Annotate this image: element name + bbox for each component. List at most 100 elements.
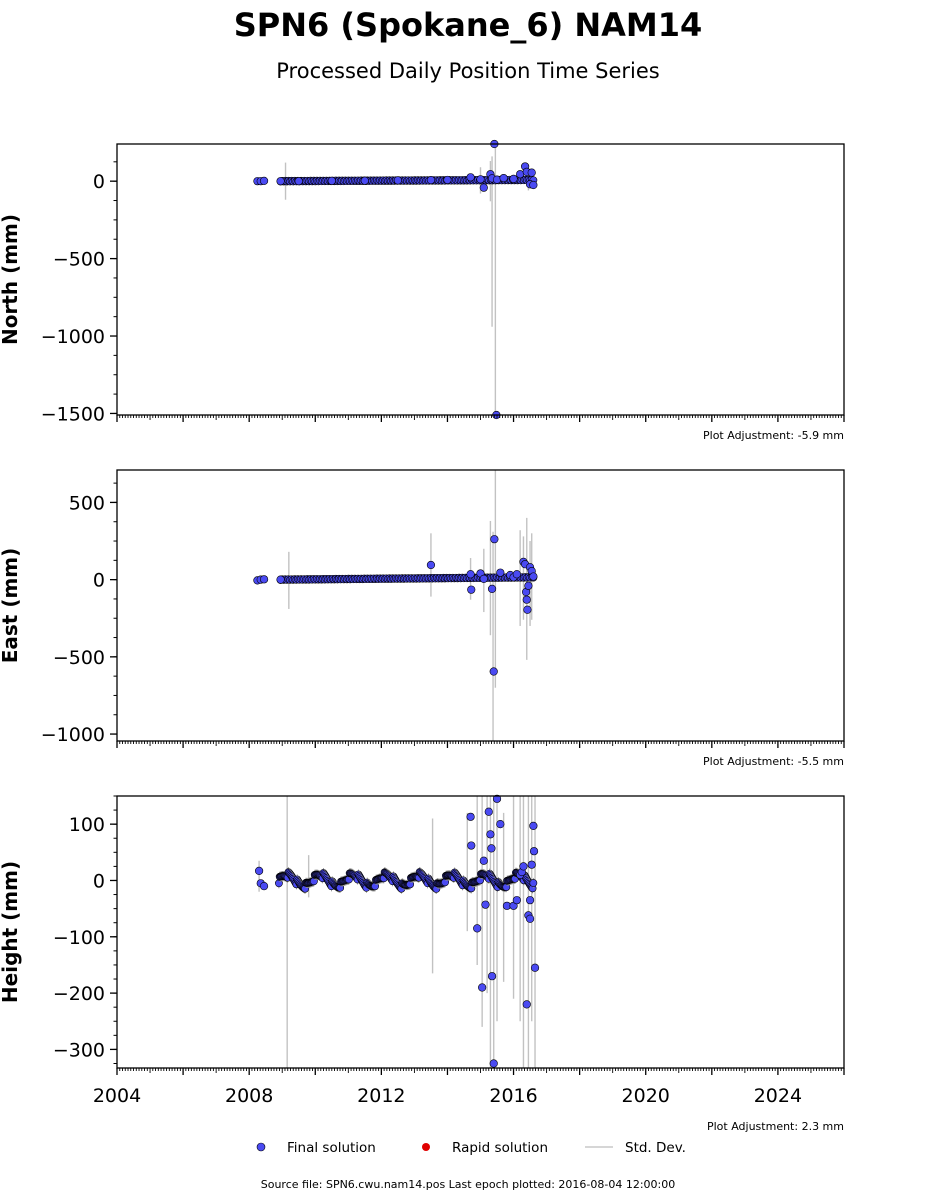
daily-solutions-band — [275, 866, 538, 894]
legend-rapid-marker — [422, 1143, 430, 1151]
final-solution-point — [525, 896, 535, 905]
y-axis-label: Height (mm) — [0, 861, 22, 1003]
y-tick-label: −1000 — [41, 724, 105, 746]
x-tick-label: 2020 — [622, 1085, 670, 1107]
y-axis-label: North (mm) — [0, 214, 22, 345]
final-solution-point — [276, 177, 285, 186]
y-tick-label: 0 — [93, 570, 105, 592]
y-axis: 500 0 −500 −1000 — [41, 482, 117, 746]
y-tick-label: 500 — [69, 492, 105, 514]
final-solution-point — [443, 175, 452, 185]
final-solution-point — [426, 175, 436, 185]
final-solution-point — [527, 168, 536, 177]
final-solution-points — [253, 535, 538, 676]
final-solution-point — [259, 575, 269, 584]
legend-final-marker — [256, 1142, 266, 1152]
x-tick-label: 2012 — [357, 1085, 405, 1107]
final-solution-point — [523, 605, 532, 614]
final-solution-point — [476, 175, 485, 184]
final-solution-point — [478, 983, 487, 992]
final-solution-point — [360, 176, 369, 185]
y-tick-label: −1000 — [41, 326, 105, 348]
chart-title: SPN6 (Spokane_6) NAM14 — [234, 6, 703, 44]
final-solution-point — [524, 581, 533, 590]
final-solution-point — [327, 176, 336, 185]
plot-adjustment-note: Plot Adjustment: -5.5 mm — [703, 755, 844, 768]
y-tick-label: 100 — [69, 814, 105, 836]
final-solution-point — [489, 667, 498, 676]
final-solution-point — [473, 924, 482, 933]
y-tick-label: −300 — [53, 1039, 105, 1061]
final-solution-point — [490, 535, 499, 544]
final-solution-points — [253, 139, 538, 420]
plot-adjustment-note: Plot Adjustment: 2.3 mm — [707, 1120, 844, 1133]
y-tick-label: −1500 — [41, 403, 105, 425]
final-solution-point — [492, 794, 502, 803]
source-footer: Source file: SPN6.cwu.nam14.pos Last epo… — [261, 1178, 676, 1191]
axes-frame — [116, 469, 845, 742]
y-axis-label: East (mm) — [0, 548, 22, 664]
final-solution-point — [487, 844, 496, 853]
y-tick-label: −200 — [53, 983, 105, 1005]
legend: Final solution Rapid solution Std. Dev. — [256, 1140, 686, 1156]
final-solution-point — [499, 173, 508, 183]
final-solution-point — [484, 807, 493, 816]
y-tick-label: −500 — [53, 249, 105, 271]
final-solution-point — [393, 176, 402, 185]
final-solution-point — [522, 1000, 531, 1009]
final-solution-points — [254, 794, 540, 1068]
y-axis: 0 −500 −1000 −1500 — [41, 161, 117, 425]
chart-subtitle: Processed Daily Position Time Series — [276, 59, 660, 83]
final-solution-point — [294, 177, 303, 186]
y-tick-label: −500 — [53, 647, 105, 669]
final-solution-point — [259, 882, 269, 891]
final-solution-point — [527, 860, 536, 869]
y-tick-label: 0 — [93, 171, 105, 193]
x-tick-label: 2024 — [754, 1085, 802, 1107]
y-axis: 100 0 −100 −200 −300 — [53, 795, 117, 1064]
final-solution-point — [529, 821, 538, 830]
final-solution-point — [259, 176, 269, 185]
legend-final-label: Final solution — [287, 1140, 376, 1156]
std-dev-bars — [258, 796, 536, 1068]
y-tick-label: −100 — [53, 927, 105, 949]
final-solution-point — [487, 972, 497, 981]
legend-std-label: Std. Dev. — [625, 1140, 686, 1156]
x-tick-label: 2016 — [489, 1085, 537, 1107]
final-solution-point — [466, 570, 475, 579]
legend-rapid-label: Rapid solution — [452, 1140, 548, 1156]
final-solution-point — [519, 862, 528, 871]
panel-north: 0 −500 −1000 −1500 North (mm) Plot Adjustment… — [0, 139, 845, 442]
final-solution-point — [467, 841, 476, 850]
x-axis — [116, 741, 845, 748]
final-solution-point — [254, 866, 264, 875]
final-solution-point — [479, 183, 488, 192]
final-solution-point — [276, 575, 285, 584]
x-tick-label: 2008 — [225, 1085, 273, 1107]
x-axis — [116, 415, 845, 422]
final-solution-point — [509, 174, 518, 183]
final-solution-point — [426, 560, 436, 570]
y-tick-label: 0 — [93, 870, 105, 892]
final-solution-point — [525, 914, 535, 923]
plot-adjustment-note: Plot Adjustment: -5.9 mm — [703, 429, 844, 442]
final-solution-point — [487, 584, 497, 594]
panel-height: 100 0 −100 −200 −300 Height (mm) 2004 2008 2012 2… — [0, 794, 845, 1133]
final-solution-point — [530, 963, 540, 972]
final-solution-point — [486, 830, 495, 839]
final-solution-point — [496, 568, 505, 577]
final-solution-point — [466, 812, 475, 821]
final-solution-point — [467, 585, 476, 594]
final-solution-point — [492, 175, 502, 184]
final-solution-point — [479, 856, 488, 865]
final-solution-point — [529, 847, 539, 856]
final-solution-point — [481, 900, 490, 909]
final-solution-point — [479, 574, 488, 583]
axes-frame — [116, 795, 845, 1069]
final-solution-point — [529, 572, 538, 581]
x-tick-label: 2004 — [93, 1085, 141, 1107]
panel-east: 500 0 −500 −1000 East (mm) Plot Adjustment: -… — [0, 469, 845, 768]
final-solution-point — [489, 1059, 498, 1068]
